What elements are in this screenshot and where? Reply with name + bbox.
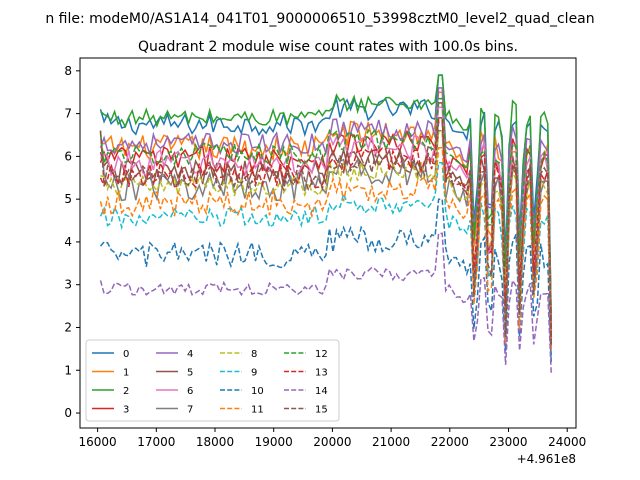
legend-label-1: 1 (123, 368, 129, 379)
legend-label-5: 5 (187, 368, 193, 379)
series-line-14 (99, 232, 553, 375)
series-line-11 (99, 147, 553, 353)
legend-label-15: 15 (315, 405, 328, 416)
legend-label-3: 3 (123, 405, 129, 416)
legend-label-4: 4 (187, 349, 193, 360)
y-tick-label: 3 (64, 278, 72, 292)
chart-title: Quadrant 2 module wise count rates with … (138, 39, 518, 55)
x-tick-label: 21000 (372, 435, 410, 449)
legend-label-13: 13 (315, 368, 328, 379)
legend-label-7: 7 (187, 405, 193, 416)
y-tick-label: 6 (64, 149, 72, 163)
legend-label-0: 0 (123, 349, 129, 360)
series-line-10 (99, 198, 553, 365)
x-tick-label: 16000 (79, 435, 117, 449)
y-tick-label: 8 (64, 64, 72, 78)
series-line-0 (99, 74, 553, 324)
series-line-15 (99, 121, 553, 345)
legend-label-9: 9 (251, 368, 257, 379)
series-line-12 (99, 97, 553, 334)
x-axis: 16000 17000 18000 19000 20000 21000 22000 23000… (79, 428, 586, 449)
series-line-7 (99, 129, 553, 348)
y-tick-label: 7 (64, 107, 72, 121)
legend-label-6: 6 (187, 386, 193, 397)
x-tick-label: 22000 (431, 435, 469, 449)
legend-label-10: 10 (251, 386, 264, 397)
y-tick-label: 5 (64, 192, 72, 206)
y-tick-label: 0 (64, 406, 72, 420)
y-axis: 0 1 2 3 4 5 6 7 8 (64, 64, 80, 420)
x-tick-label: 24000 (548, 435, 586, 449)
x-tick-label: 17000 (137, 435, 175, 449)
x-tick-label: 19000 (255, 435, 293, 449)
legend-label-8: 8 (251, 349, 257, 360)
x-tick-label: 18000 (196, 435, 234, 449)
y-tick-label: 4 (64, 235, 72, 249)
x-tick-label: 20000 (313, 435, 351, 449)
legend-label-11: 11 (251, 405, 264, 416)
legend-box (85, 339, 340, 422)
y-tick-label: 2 (64, 320, 72, 334)
plot-frame (79, 57, 577, 429)
y-tick-label: 1 (64, 363, 72, 377)
series-line-13 (99, 119, 553, 344)
x-tick-label: 23000 (489, 435, 527, 449)
x-offset-label: +4.961e8 (517, 452, 576, 466)
legend-label-14: 14 (315, 386, 328, 397)
plot-lines (99, 74, 553, 375)
legend-label-12: 12 (315, 349, 328, 360)
series-line-1 (100, 91, 553, 335)
legend-label-2: 2 (123, 386, 129, 397)
figure-suptitle: n file: modeM0/AS1A14_041T01_9000006510_… (45, 11, 594, 27)
